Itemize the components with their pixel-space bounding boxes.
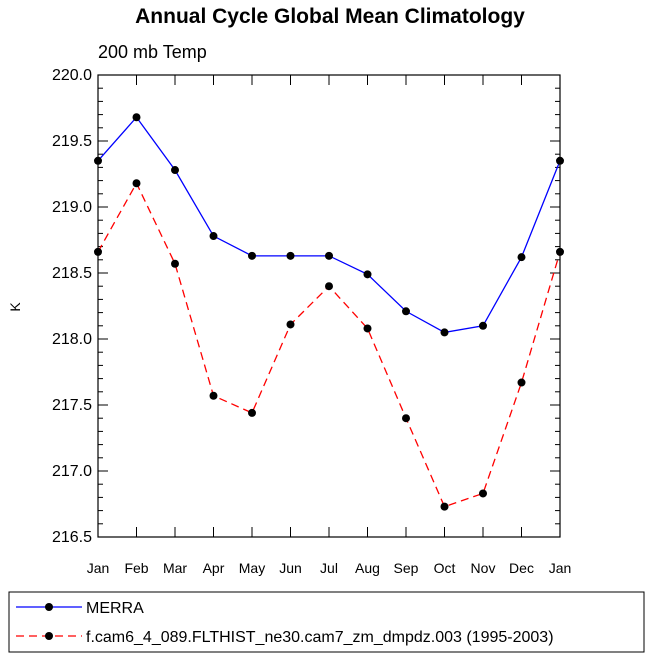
series-1-point: [94, 156, 102, 165]
legend: MERRA f.cam6_4_089.FLTHIST_ne30.cam7_zm_d…: [8, 591, 645, 653]
x-tick-label: Jul: [320, 560, 338, 576]
series-2-point: [248, 408, 256, 417]
series-1-point: [286, 251, 295, 260]
y-tick-label: 218.0: [52, 331, 92, 348]
y-tick-label: 216.5: [52, 529, 92, 546]
series-1-point: [171, 166, 179, 175]
x-tick-label: Apr: [203, 560, 225, 576]
plot-frame: [97, 74, 561, 538]
series-1-point: [248, 251, 256, 260]
series-2-point: [132, 179, 141, 188]
x-tick-label: Nov: [471, 560, 496, 576]
legend-box: [8, 591, 645, 653]
series-2-point: [363, 324, 372, 333]
series-2-point: [402, 414, 410, 423]
x-tick-label: Sep: [394, 560, 419, 576]
series-line-1: [97, 116, 561, 334]
series-2-point: [209, 391, 218, 400]
x-tick-label: Oct: [434, 560, 456, 576]
series-2-point: [440, 502, 449, 511]
y-tick-label: 219.0: [52, 199, 92, 216]
y-tick-label: 218.5: [52, 265, 92, 282]
x-tick-label: Dec: [509, 560, 534, 576]
series-1-point: [402, 307, 410, 316]
x-tick-label: Jan: [549, 560, 572, 576]
y-axis-label: K: [7, 302, 23, 312]
x-tick-label: Feb: [124, 560, 148, 576]
plot-area: 216.5 217.0 217.5 218.0 218.5 219.0 219.5 220.0…: [52, 67, 571, 576]
x-tick-label: Jan: [87, 560, 110, 576]
x-tick-label: Jun: [279, 560, 302, 576]
series-1-point: [325, 251, 333, 260]
x-tick-label: Aug: [355, 560, 380, 576]
legend-label-2: f.cam6_4_089.FLTHIST_ne30.cam7_zm_dmpdz.…: [86, 629, 554, 646]
y-tick-label: 219.5: [52, 133, 92, 150]
series-1-point: [440, 328, 449, 337]
legend-marker-2: [45, 632, 53, 640]
series-2-point: [556, 247, 564, 256]
series-1-point: [209, 232, 218, 241]
series-line-2: [97, 181, 561, 508]
y-tick-label: 220.0: [52, 67, 92, 84]
x-tick-label: Mar: [163, 560, 187, 576]
series-2-point: [94, 247, 102, 256]
chart-title: Annual Cycle Global Mean Climatology: [135, 5, 525, 28]
series-1-point: [517, 253, 526, 262]
chart-subtitle: 200 mb Temp: [98, 42, 207, 62]
y-tick-label: 217.0: [52, 463, 92, 480]
series-2-point: [479, 489, 487, 498]
series-2-point: [286, 320, 295, 329]
series-1-point: [363, 270, 372, 279]
series-2-point: [517, 378, 526, 387]
series-1-point: [556, 156, 564, 165]
series-2-point: [325, 282, 333, 291]
legend-label-1: MERRA: [86, 600, 144, 617]
legend-marker-1: [45, 603, 53, 611]
series-1-point: [479, 321, 487, 330]
series-1-point: [132, 113, 141, 122]
y-tick-label: 217.5: [52, 397, 92, 414]
x-tick-label: May: [239, 560, 265, 576]
series-2-point: [171, 259, 179, 268]
